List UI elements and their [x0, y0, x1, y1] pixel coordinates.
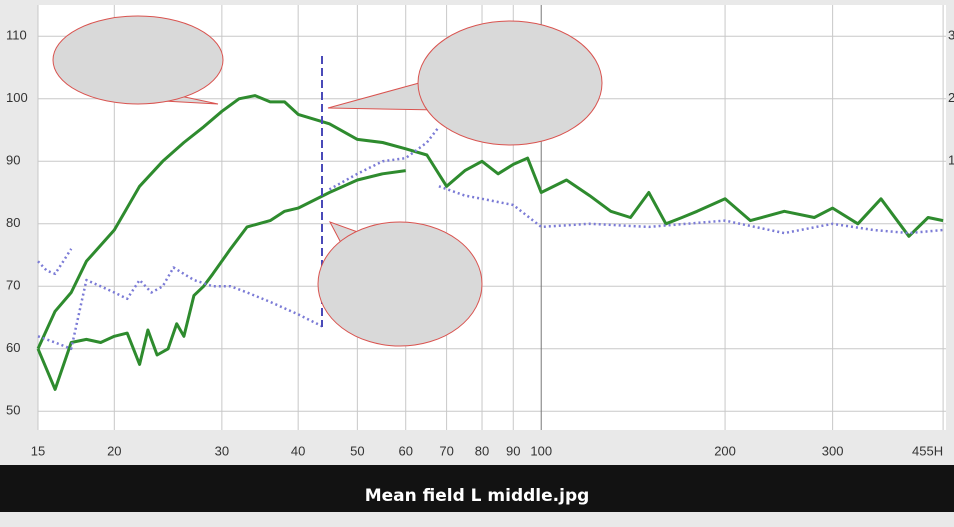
x-tick-label: 30 — [215, 443, 229, 458]
y-tick-label: 70 — [6, 278, 20, 293]
y-tick-label: 100 — [6, 90, 28, 105]
callout — [327, 20, 603, 146]
callout-bubble — [52, 15, 224, 105]
page: {"chart_data": {"type": "line", "xlim": … — [0, 5, 954, 512]
y-tick-label: 110 — [6, 28, 27, 43]
x-tick-label: 80 — [475, 443, 489, 458]
y2-tick-label: 1 — [948, 153, 954, 168]
series-line — [36, 94, 944, 350]
series-line — [37, 248, 73, 276]
callout — [317, 221, 483, 347]
y2-tick-label: 3 — [948, 28, 954, 43]
x-tick-label: 40 — [291, 443, 305, 458]
x-tick-label: 50 — [350, 443, 364, 458]
x-tick-label: 70 — [439, 443, 453, 458]
x-tick-label: 90 — [506, 443, 520, 458]
series-line — [328, 126, 440, 191]
y-tick-label: 60 — [6, 340, 20, 355]
x-tick-label: 455H — [912, 443, 943, 458]
x-tick-label: 200 — [714, 443, 736, 458]
callout-bubble — [317, 221, 483, 347]
x-tick-label: 100 — [530, 443, 552, 458]
y-tick-label: 50 — [6, 403, 20, 418]
series-line — [438, 185, 944, 235]
y2-tick-label: 2 — [948, 90, 954, 105]
x-tick-label: 20 — [107, 443, 121, 458]
y-tick-label: 90 — [6, 153, 20, 168]
chart: 50 60 70 80 90 100 110 15 20 30 40 50 60 70 80 90 100 200… — [6, 5, 954, 458]
caption: Mean field L middle.jpg — [0, 465, 954, 512]
callout-bubble — [417, 20, 603, 146]
x-tick-label: 15 — [31, 443, 45, 458]
series-line — [36, 169, 406, 391]
y-tick-label: 80 — [6, 215, 20, 230]
callout — [52, 15, 224, 105]
x-tick-label: 300 — [822, 443, 844, 458]
x-tick-label: 60 — [398, 443, 412, 458]
